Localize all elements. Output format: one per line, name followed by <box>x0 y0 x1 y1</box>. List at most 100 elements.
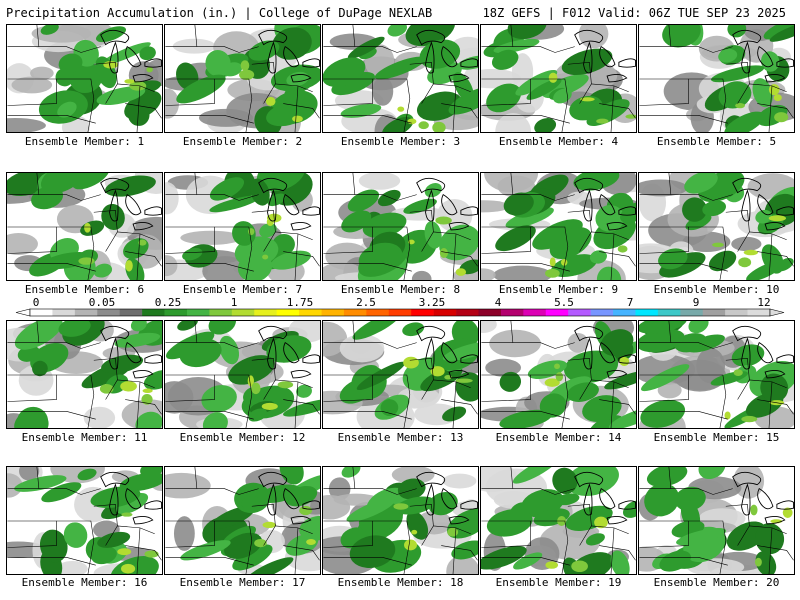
colorbar-graphic: 0 0.05 0.25 1 1.75 2.5 3.25 4 5.5 7 9 12 <box>15 296 785 317</box>
precipitation-map <box>639 467 794 574</box>
colorbar-swatch <box>142 309 165 316</box>
ensemble-member-label: Ensemble Member: 1 <box>24 135 145 148</box>
colorbar-min-arrow <box>15 308 31 317</box>
colorbar-swatch <box>411 309 434 316</box>
ensemble-member-label: Ensemble Member: 5 <box>656 135 777 148</box>
colorbar-tick-label: 9 <box>693 296 700 309</box>
colorbar-tick-label: 0.05 <box>89 296 116 309</box>
colorbar-swatch <box>254 309 277 316</box>
colorbar-swatch <box>97 309 120 316</box>
colorbar-swatch <box>657 309 681 316</box>
ensemble-map-panel <box>164 172 321 281</box>
colorbar-swatch <box>680 309 704 316</box>
colorbar-swatch <box>433 309 457 316</box>
colorbar-swatch <box>231 309 255 316</box>
colorbar-swatch <box>164 309 188 316</box>
colorbar-tick-label: 2.5 <box>356 296 376 309</box>
colorbar-swatch <box>30 309 53 316</box>
ensemble-member-label: Ensemble Member: 15 <box>653 431 780 444</box>
colorbar-tick-label: 0 <box>33 296 40 309</box>
precipitation-map <box>7 25 162 132</box>
ensemble-map-panel <box>322 466 479 575</box>
ensemble-map-panel <box>638 466 795 575</box>
precipitation-map <box>165 321 320 428</box>
ensemble-member-label: Ensemble Member: 7 <box>182 283 303 296</box>
ensemble-map-panel <box>480 320 637 429</box>
ensemble-member-label: Ensemble Member: 2 <box>182 135 303 148</box>
colorbar-swatch <box>186 309 210 316</box>
ensemble-member-label: Ensemble Member: 11 <box>21 431 148 444</box>
ensemble-member-label: Ensemble Member: 20 <box>653 576 780 589</box>
ensemble-map-panel <box>164 320 321 429</box>
ensemble-member-label: Ensemble Member: 10 <box>653 283 780 296</box>
colorbar-swatch <box>725 309 748 316</box>
precipitation-map <box>165 173 320 280</box>
ensemble-map-panel <box>6 320 163 429</box>
ensemble-member-label: Ensemble Member: 9 <box>498 283 619 296</box>
colorbar-tick-label: 0.25 <box>155 296 182 309</box>
ensemble-map-panel <box>638 172 795 281</box>
precipitation-map <box>7 173 162 280</box>
colorbar-tick-label: 1.75 <box>287 296 314 309</box>
colorbar-tick-label: 12 <box>757 296 770 309</box>
colorbar-swatch <box>321 309 345 316</box>
colorbar-swatch <box>702 309 726 316</box>
colorbar-swatch <box>343 309 367 316</box>
ensemble-member-label: Ensemble Member: 3 <box>340 135 461 148</box>
ensemble-map-panel <box>480 172 637 281</box>
ensemble-member-label: Ensemble Member: 18 <box>337 576 464 589</box>
colorbar-swatch <box>635 309 659 316</box>
ensemble-map-panel <box>480 466 637 575</box>
precipitation-map <box>165 467 320 574</box>
ensemble-member-label: Ensemble Member: 19 <box>495 576 622 589</box>
colorbar-tick-label: 7 <box>627 296 634 309</box>
colorbar-swatch <box>74 309 98 316</box>
ensemble-member-label: Ensemble Member: 12 <box>179 431 306 444</box>
colorbar-swatch <box>299 309 322 316</box>
ensemble-member-label: Ensemble Member: 16 <box>21 576 148 589</box>
colorbar-swatch <box>500 309 524 316</box>
ensemble-map-panel <box>6 172 163 281</box>
ensemble-member-label: Ensemble Member: 8 <box>340 283 461 296</box>
ensemble-map-panel <box>638 320 795 429</box>
colorbar-tick-label: 4 <box>495 296 502 309</box>
colorbar-tick-label: 5.5 <box>554 296 574 309</box>
ensemble-map-panel <box>6 24 163 133</box>
precipitation-map <box>639 25 794 132</box>
colorbar-swatch <box>568 309 591 316</box>
colorbar-max-arrow <box>769 308 785 317</box>
colorbar-swatch <box>209 309 233 316</box>
colorbar-swatch <box>119 309 143 316</box>
ensemble-map-panel <box>322 24 479 133</box>
precipitation-map <box>323 321 478 428</box>
ensemble-map-panel <box>322 172 479 281</box>
precipitation-map <box>481 25 636 132</box>
precipitation-map <box>481 321 636 428</box>
precipitation-map <box>7 467 162 574</box>
precipitation-map <box>481 467 636 574</box>
precipitation-map <box>165 25 320 132</box>
run-info: 18Z GEFS | F012 Valid: 06Z TUE SEP 23 20… <box>482 6 786 20</box>
colorbar-swatch <box>613 309 636 316</box>
colorbar-swatch <box>478 309 502 316</box>
ensemble-member-label: Ensemble Member: 17 <box>179 576 306 589</box>
ensemble-map-panel <box>322 320 479 429</box>
ensemble-member-label: Ensemble Member: 13 <box>337 431 464 444</box>
colorbar-tick-label: 3.25 <box>419 296 446 309</box>
precipitation-map <box>323 173 478 280</box>
ensemble-map-panel <box>6 466 163 575</box>
colorbar-swatch <box>456 309 479 316</box>
colorbar-swatch <box>523 309 547 316</box>
precipitation-map <box>323 467 478 574</box>
precipitation-map <box>481 173 636 280</box>
precipitation-map <box>639 321 794 428</box>
ensemble-map-panel <box>164 466 321 575</box>
ensemble-map-panel <box>164 24 321 133</box>
colorbar-tick-label: 1 <box>231 296 238 309</box>
precipitation-map <box>7 321 162 428</box>
map-title: Precipitation Accumulation (in.) | Colle… <box>6 6 433 20</box>
precipitation-map <box>639 173 794 280</box>
colorbar-swatch <box>276 309 300 316</box>
colorbar-swatch <box>388 309 412 316</box>
colorbar-swatch <box>366 309 390 316</box>
